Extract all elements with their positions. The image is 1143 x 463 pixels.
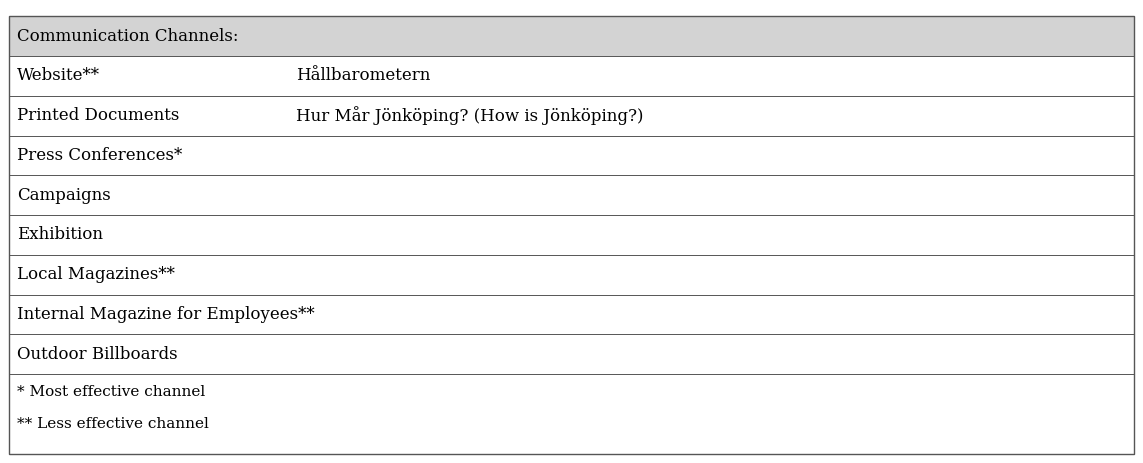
Bar (9, 16, 1134, 56)
Bar (9, 255, 1134, 294)
Bar (9, 56, 1134, 96)
Text: Hållbarometern: Hållbarometern (296, 68, 430, 84)
Text: Outdoor Billboards: Outdoor Billboards (17, 346, 177, 363)
Bar (9, 334, 1134, 374)
Bar (9, 175, 1134, 215)
Bar (9, 294, 1134, 334)
Text: ** Less effective channel: ** Less effective channel (17, 417, 209, 431)
Text: Exhibition: Exhibition (17, 226, 103, 244)
Text: Press Conferences*: Press Conferences* (17, 147, 182, 164)
Bar (9, 374, 1134, 454)
Bar (9, 96, 1134, 136)
Text: Local Magazines**: Local Magazines** (17, 266, 175, 283)
Text: Communication Channels:: Communication Channels: (17, 28, 239, 44)
Text: Printed Documents: Printed Documents (17, 107, 179, 124)
Text: Hur Mår Jönköping? (How is Jönköping?): Hur Mår Jönköping? (How is Jönköping?) (296, 106, 644, 125)
Text: Campaigns: Campaigns (17, 187, 111, 204)
Text: Internal Magazine for Employees**: Internal Magazine for Employees** (17, 306, 314, 323)
Text: Website**: Website** (17, 68, 101, 84)
Bar (9, 215, 1134, 255)
Text: * Most effective channel: * Most effective channel (17, 385, 206, 399)
Bar (9, 136, 1134, 175)
